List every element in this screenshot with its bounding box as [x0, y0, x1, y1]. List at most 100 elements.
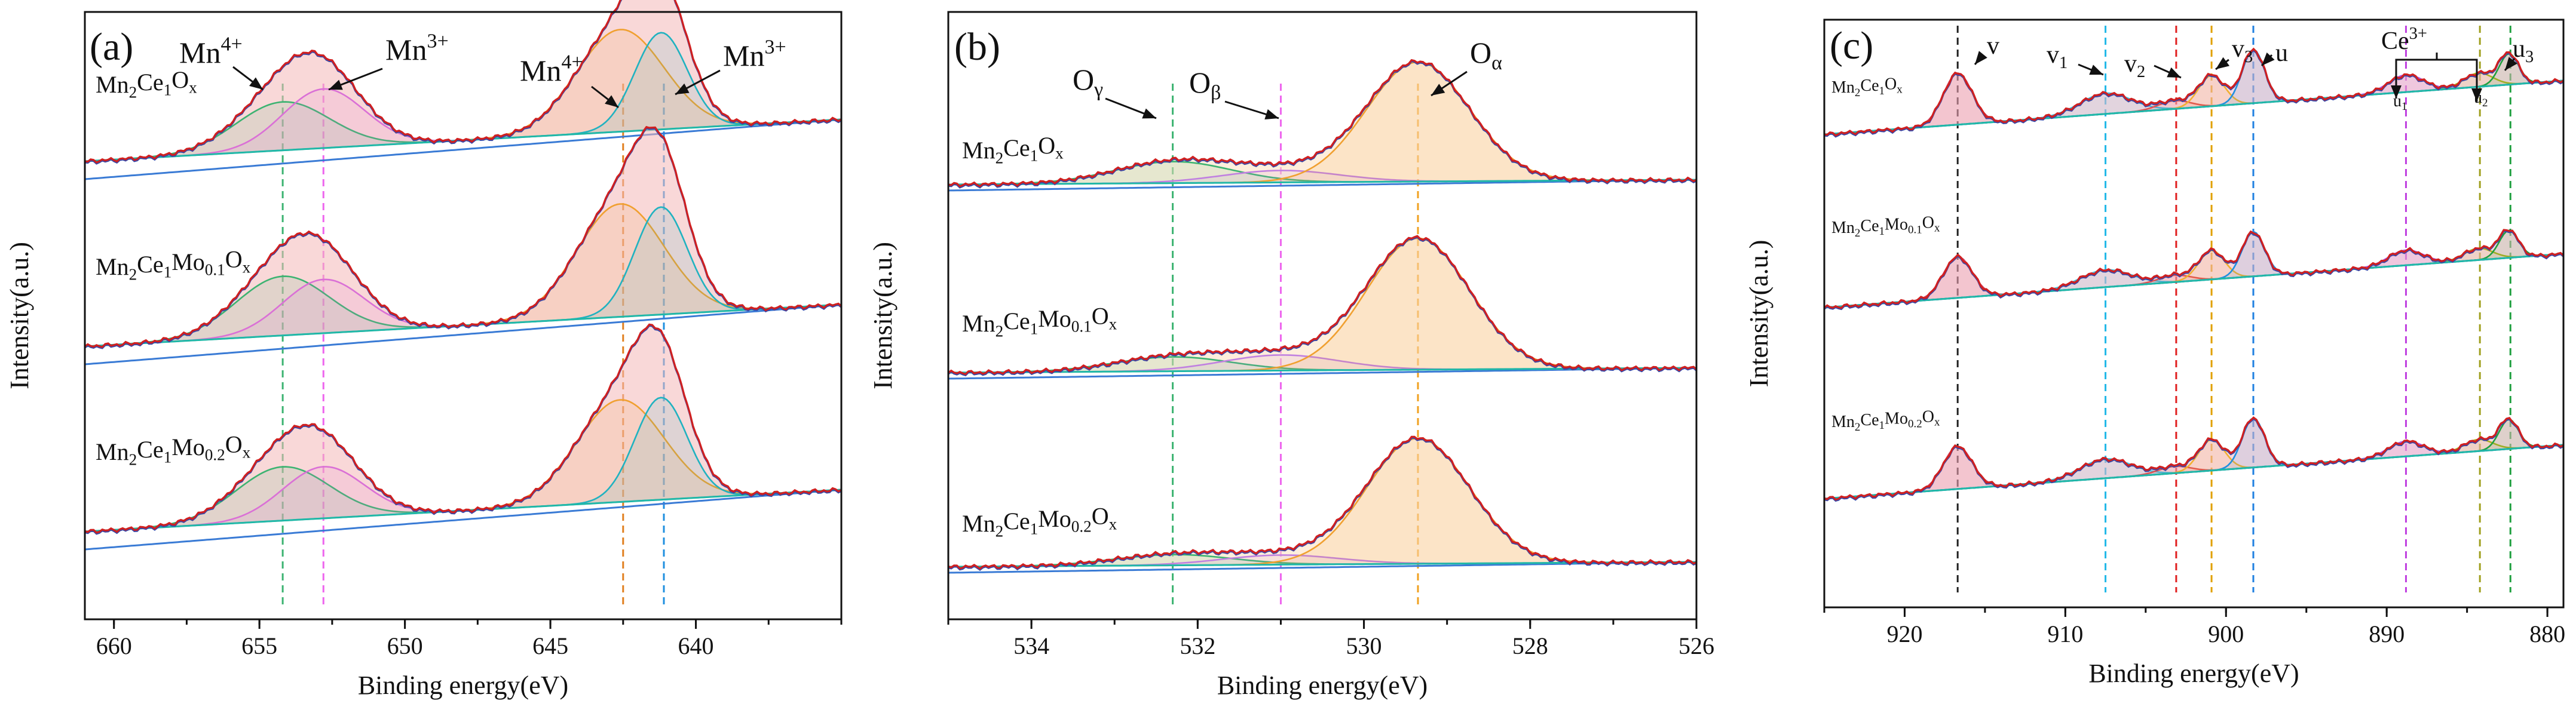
sample-label-sub: 2 [129, 451, 137, 469]
sample-label-sub: 0.2 [205, 446, 225, 464]
component-peak-fill [85, 88, 841, 161]
sample-label: Mn2Ce1Ox [1831, 75, 1903, 99]
sample-label-base: O [225, 246, 243, 273]
component-peak-fill [85, 276, 841, 346]
component-peak-fill [85, 279, 841, 346]
component-peak-fill [948, 438, 1696, 567]
y-axis-title: Intensity(a.u.) [1744, 240, 1774, 388]
sample-label-sub: 2 [1855, 421, 1861, 434]
sample-label-base: Mo [1885, 215, 1908, 234]
x-tick-label: 880 [2529, 621, 2565, 647]
component-peak-fill [85, 397, 841, 532]
arrow-head [1264, 109, 1279, 120]
peak-annotation-base: u [2474, 88, 2482, 107]
plot-frame [84, 11, 843, 621]
x-tick-label: 890 [2369, 621, 2405, 647]
sample-label-base: Mn [96, 438, 129, 465]
peak-annotation-base: O [1073, 63, 1094, 96]
shirley-background [1824, 444, 2564, 500]
peak-annotation-sub: 2 [2137, 63, 2145, 81]
peak-annotation-base: Mn [723, 39, 764, 72]
sample-label-base: Ce [137, 251, 163, 278]
sample-label-base: Mn [962, 137, 996, 164]
ce3-bracket [2395, 59, 2478, 69]
sample-label-sub: 1 [1879, 225, 1885, 238]
peak-annotation-sub: 2 [2482, 97, 2488, 109]
sample-label-base: O [1922, 407, 1934, 426]
peak-annotation-base: u [2513, 35, 2525, 63]
x-tick-label: 528 [1512, 632, 1548, 659]
component-peak-fill [948, 355, 1696, 373]
sample-label-base: Mn [96, 71, 129, 98]
x-tick-label: 530 [1346, 632, 1382, 659]
sample-label-base: Mn [1831, 219, 1855, 237]
sample-label-base: Mn [962, 510, 996, 537]
component-peak-fill [1824, 248, 2563, 308]
component-peak-fill [948, 161, 1696, 185]
x-axis-title: Binding energy(eV) [1217, 671, 1428, 700]
peak-annotation: v3 [2232, 35, 2253, 66]
peak-annotation-sub: α [1491, 52, 1502, 74]
sample-label-sub: 0.1 [1908, 223, 1922, 236]
fit-envelope-line [1823, 229, 2565, 309]
component-peak-fill [85, 102, 841, 161]
fit-envelope-line [84, 323, 842, 534]
fit-envelope-line [948, 435, 1697, 570]
peak-annotation: u2 [2474, 88, 2488, 109]
component-peak-fill [948, 170, 1696, 185]
peak-annotation-sub: β [1211, 82, 1221, 104]
sample-label-sub: 1 [1030, 147, 1039, 165]
panel-tag: (b) [954, 25, 1000, 69]
peak-annotation-base: Mn [179, 36, 220, 69]
fit-envelope-line [1824, 47, 2564, 137]
sample-label-sub: 0.2 [1908, 417, 1922, 430]
raw-data-line [84, 127, 842, 349]
sample-label-base: Mo [1038, 505, 1071, 532]
envelope-fill [85, 127, 841, 347]
peak-annotation-base: Mn [520, 54, 561, 87]
peak-annotation-base: v [1987, 32, 1999, 60]
panel-tag: (a) [90, 25, 133, 69]
sample-label: Mn2Ce1Mo0.2Ox [962, 503, 1117, 540]
x-axis-title: Binding energy(eV) [2088, 659, 2299, 688]
sample-label-sub: 0.1 [1071, 318, 1092, 336]
component-peak-fill [1824, 73, 2563, 134]
peak-annotation: Oα [1470, 36, 1502, 74]
sample-label-sub: x [243, 443, 251, 461]
peak-annotation-base: v [2047, 41, 2059, 69]
sample-label-sub: x [1109, 315, 1117, 333]
sample-label-base: Mo [171, 248, 205, 275]
sample-label-base: Ce [1003, 134, 1030, 161]
sample-label-sub: x [1109, 515, 1117, 533]
sample-label-base: O [1922, 213, 1934, 232]
peak-annotation: Mn3+ [723, 36, 786, 72]
sample-label: Mn2Ce1Ox [962, 132, 1064, 167]
sample-label-sub: 2 [996, 322, 1004, 340]
panel-tag: (c) [1830, 24, 1873, 67]
shirley-background [1824, 79, 2564, 136]
x-tick-label: 650 [387, 632, 423, 659]
sample-label-base: O [225, 431, 243, 458]
peak-annotation-sup: 3+ [2409, 24, 2427, 43]
peak-annotation-sup: 3+ [764, 36, 786, 59]
fit-envelope-line [84, 125, 843, 348]
envelope-fill [85, 324, 841, 533]
peak-annotation: u3 [2513, 35, 2534, 66]
component-peak-fill [1824, 73, 2563, 134]
component-peak-fill [948, 555, 1696, 567]
component-peak-fill [1824, 250, 2563, 308]
component-peak-fill [85, 207, 841, 346]
arrow-head [605, 95, 618, 107]
component-peak-fill [85, 466, 841, 532]
sample-label-base: Ce [137, 69, 163, 96]
peak-annotation-base: Mn [385, 33, 427, 66]
sample-label-base: Mn [962, 310, 996, 337]
peak-annotation-sup: 4+ [561, 51, 583, 73]
arrow-head [675, 83, 690, 94]
sample-label: Mn2Ce1Mo0.2Ox [96, 431, 251, 469]
sample-label-base: Ce [137, 436, 163, 463]
sample-label-sub: 0.1 [205, 261, 225, 279]
sample-label-base: O [1038, 132, 1055, 159]
